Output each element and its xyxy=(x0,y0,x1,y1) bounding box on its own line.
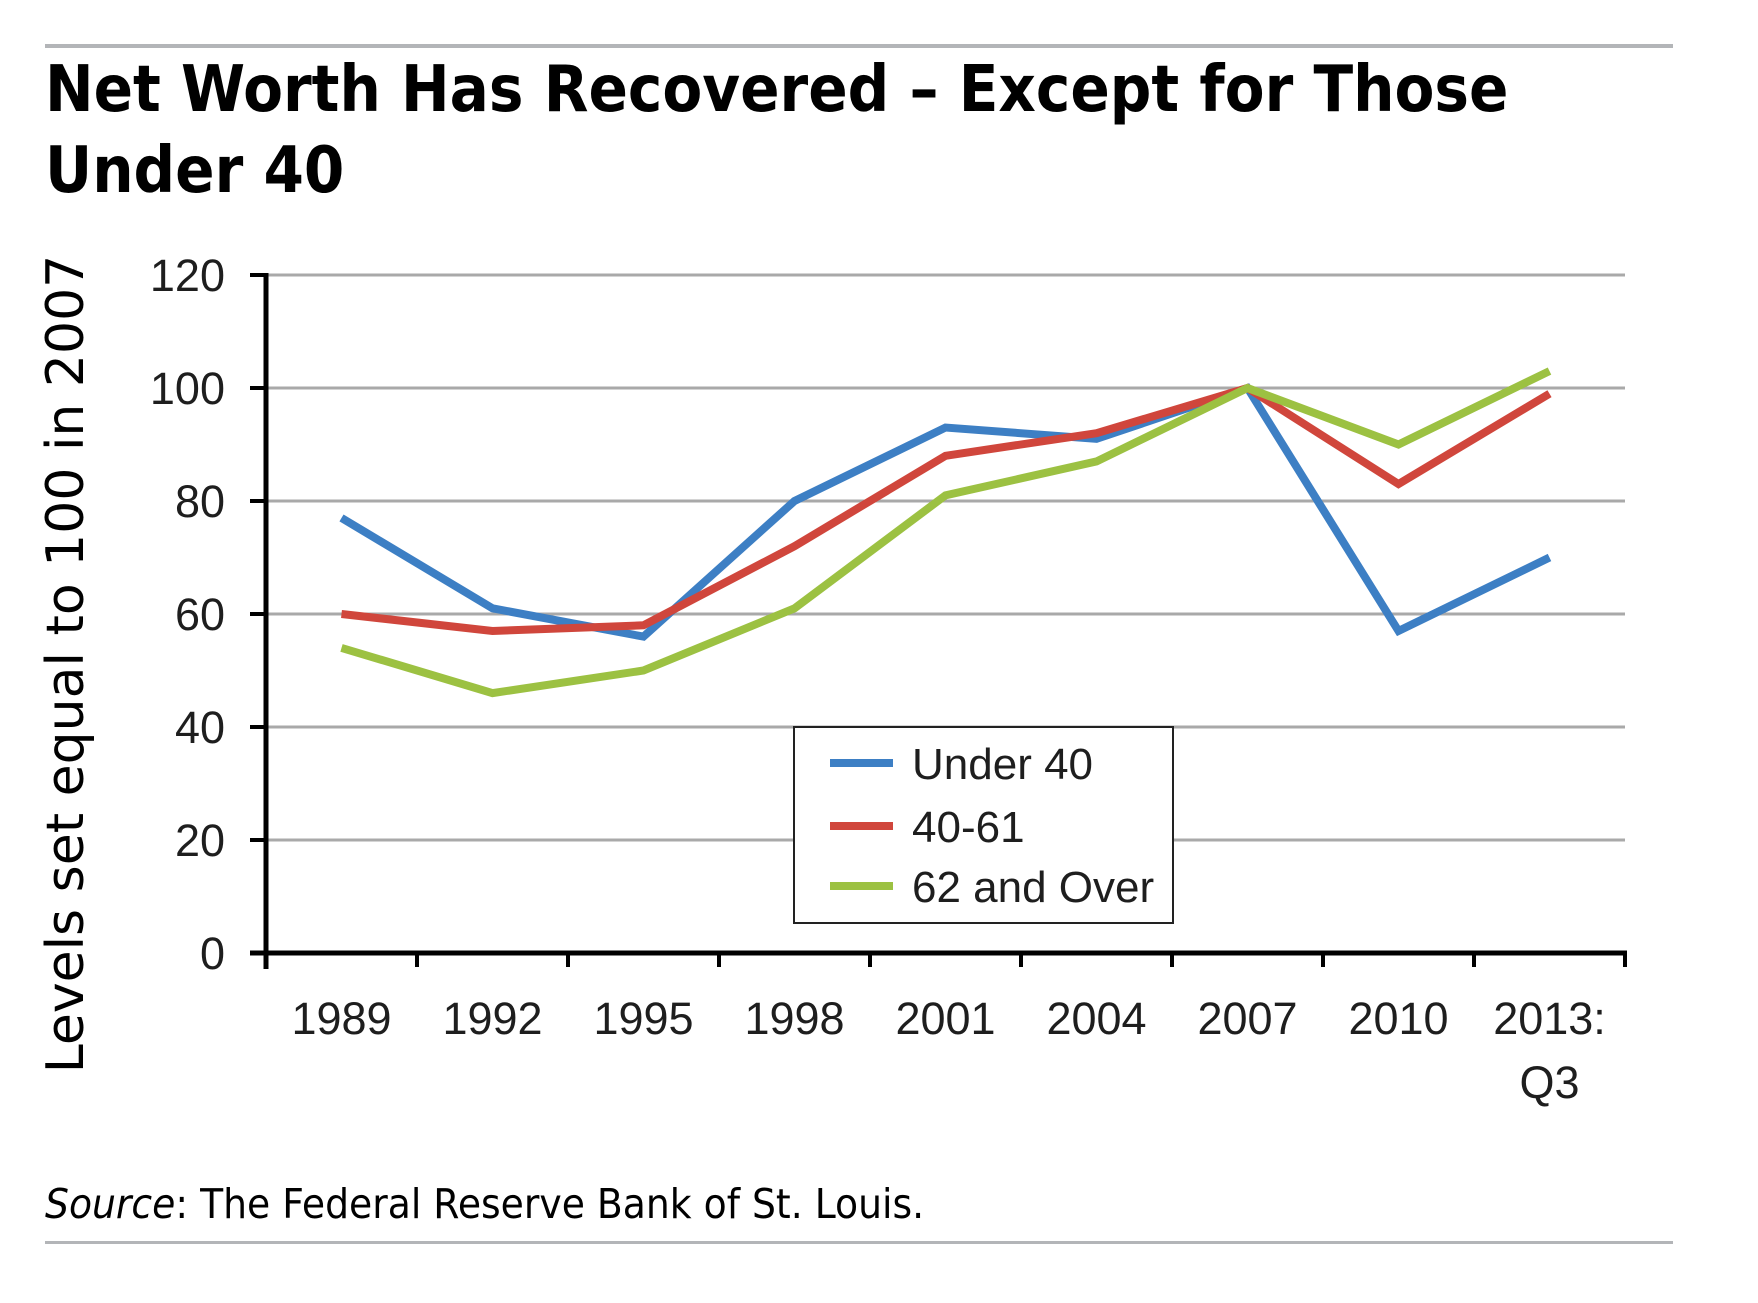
x-tick-label-line: 2001 xyxy=(895,993,995,1044)
x-tick-label-line: 1989 xyxy=(291,993,391,1044)
legend-label-62-and-over: 62 and Over xyxy=(912,863,1154,912)
x-tick-label: 2007 xyxy=(1197,993,1297,1044)
series-lines xyxy=(339,367,1552,698)
source-text: : The Federal Reserve Bank of St. Louis. xyxy=(175,1180,925,1228)
y-tick-label: 120 xyxy=(150,250,225,301)
y-axis-ticks: 0 20 40 60 80 100 120 xyxy=(150,250,266,979)
x-axis-ticks: 1989 1992 1995 1998 2001 2004 2007 2010 2013: Q3 xyxy=(264,953,1627,1108)
x-tick-label: 2004 xyxy=(1046,993,1146,1044)
top-rule xyxy=(45,44,1673,48)
y-axis-label: Levels set equal to 100 in 2007 xyxy=(36,255,96,1073)
source-note: Source: The Federal Reserve Bank of St. … xyxy=(45,1180,924,1228)
y-tick-label: 100 xyxy=(150,363,225,414)
bottom-rule xyxy=(45,1241,1673,1244)
legend: Under 40 40-61 62 and Over xyxy=(793,726,1174,924)
x-tick-label: 1989 xyxy=(291,993,391,1044)
x-tick-label: 1992 xyxy=(442,993,542,1044)
y-tick-label: 60 xyxy=(175,589,225,640)
chart-title: Net Worth Has Recovered – Except for Tho… xyxy=(45,50,1508,212)
x-tick-label: 2010 xyxy=(1348,993,1448,1044)
x-tick-label-line: 1998 xyxy=(744,993,844,1044)
x-tick-label: 1995 xyxy=(593,993,693,1044)
x-tick-label-line: 2010 xyxy=(1348,993,1448,1044)
x-tick-label: 1998 xyxy=(744,993,844,1044)
y-tick-label: 0 xyxy=(200,928,225,979)
chart-title-line-2: Under 40 xyxy=(45,134,345,208)
x-tick-label: 2001 xyxy=(895,993,995,1044)
series-line-62-and-over xyxy=(340,367,1552,698)
x-tick-label: 2013: Q3 xyxy=(1493,993,1606,1108)
chart-title-line-1: Net Worth Has Recovered – Except for Tho… xyxy=(45,53,1509,127)
x-tick-label-line: Q3 xyxy=(1519,1057,1579,1108)
y-tick-label: 80 xyxy=(175,476,225,527)
x-tick-label-line: 2007 xyxy=(1197,993,1297,1044)
x-tick-label-line: 1992 xyxy=(442,993,542,1044)
legend-label-40-61: 40-61 xyxy=(912,803,1025,852)
y-tick-label: 20 xyxy=(175,815,225,866)
x-tick-label-line: 1995 xyxy=(593,993,693,1044)
series-line-under-40 xyxy=(339,383,1552,641)
source-label: Source xyxy=(45,1180,176,1228)
x-tick-label-line: 2013: xyxy=(1493,993,1606,1044)
gridlines xyxy=(266,273,1625,842)
x-tick-label-line: 2004 xyxy=(1046,993,1146,1044)
y-tick-label: 40 xyxy=(175,702,225,753)
legend-label-under-40: Under 40 xyxy=(912,740,1093,789)
